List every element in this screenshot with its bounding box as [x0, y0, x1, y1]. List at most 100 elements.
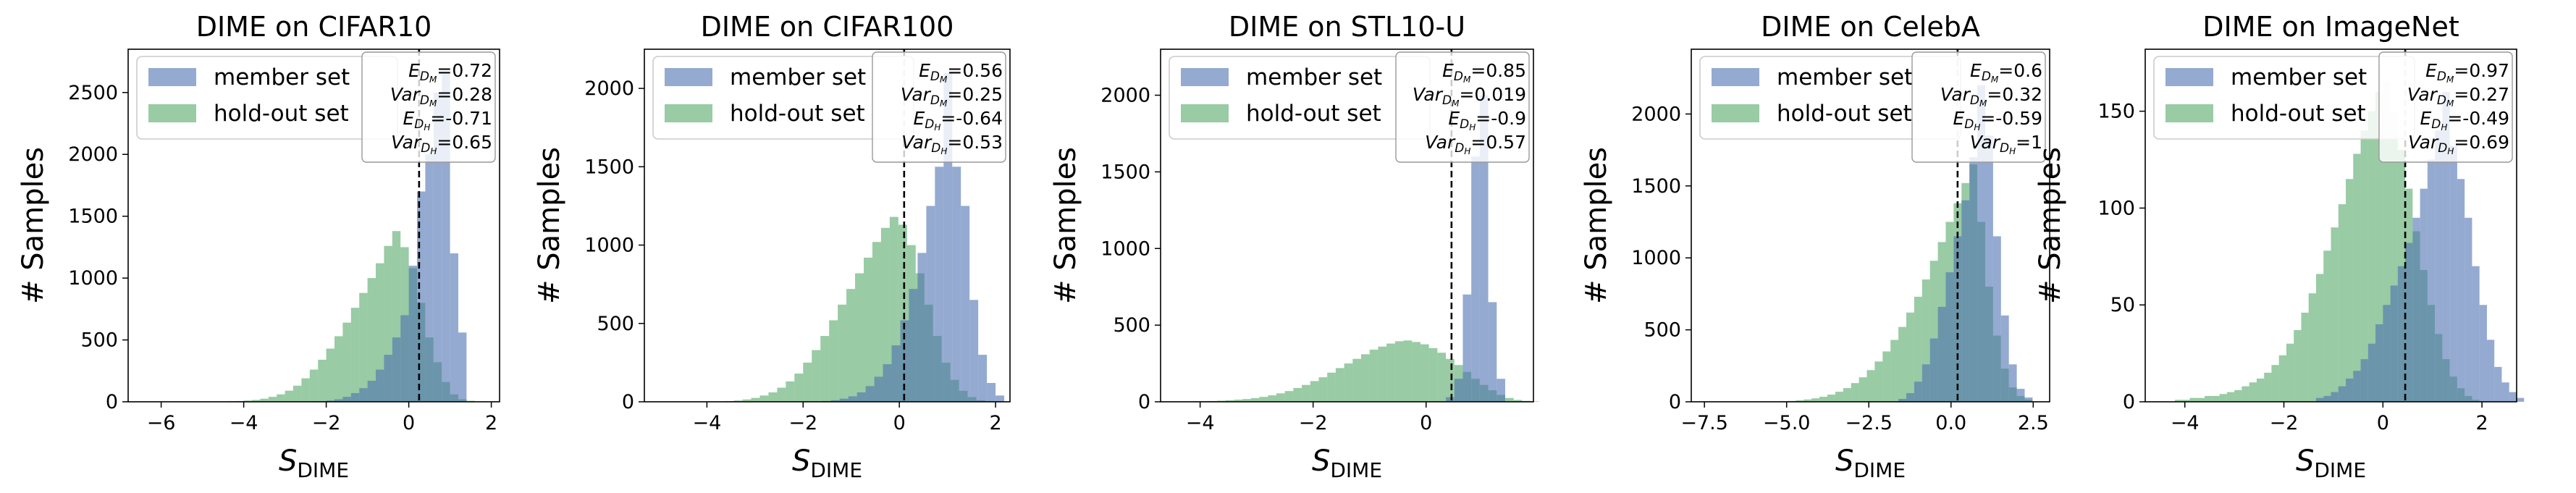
x-tick-label: 0 [1420, 412, 1432, 434]
chart-panel-5: −4 −2 0 2 0 50 100 150 DIME on ImageNet SDIME # Sa… [2034, 11, 2525, 482]
holdout-bar [1412, 342, 1420, 402]
member-bar [2405, 243, 2413, 402]
member-bar [2008, 364, 2017, 402]
member-bar [392, 337, 401, 402]
member-bar [376, 369, 384, 402]
holdout-bar [1378, 346, 1387, 402]
holdout-bar [1318, 377, 1328, 402]
stats-line: EDM=0.72 [408, 60, 492, 85]
legend-label: hold-out set [214, 101, 349, 127]
y-tick-label: 50 [2110, 294, 2135, 316]
holdout-bar [1803, 399, 1812, 402]
member-bar [2383, 305, 2391, 402]
member-bar [2517, 397, 2525, 402]
y-tick-label: 500 [597, 313, 634, 335]
member-bar [408, 266, 417, 402]
holdout-bar [768, 392, 778, 402]
holdout-bar [1293, 387, 1302, 402]
member-bar [917, 253, 927, 402]
member-bar [1898, 399, 1906, 402]
holdout-bar [2390, 111, 2398, 402]
stats-frame [361, 51, 496, 163]
holdout-bar [898, 224, 907, 402]
stats-line: EDM=0.85 [1442, 60, 1526, 85]
member-bar [2486, 340, 2495, 402]
y-tick-label: 500 [80, 329, 118, 352]
holdout-bar [751, 397, 760, 402]
holdout-bar [367, 278, 376, 402]
member-bar [1454, 379, 1463, 402]
y-tick-label: 1000 [584, 235, 634, 257]
axes-frame [1160, 49, 1534, 403]
y-tick-label: 0 [106, 391, 118, 413]
member-series [1446, 95, 1505, 402]
chart-panel-2: −4 −2 0 2 0 500 1000 1500 2000 DIME on CIFAR100 SD… [533, 11, 1011, 482]
member-bar [2367, 343, 2376, 402]
holdout-bar [1504, 397, 1514, 402]
holdout-bar [285, 390, 293, 402]
x-axis-label: SDIME [279, 444, 349, 482]
holdout-bar [1811, 398, 1820, 402]
holdout-bar [1403, 340, 1413, 402]
holdout-bar [376, 263, 384, 402]
legend-label: hold-out set [730, 101, 865, 127]
y-axis-label: # Samples [17, 147, 50, 304]
member-bar [442, 74, 450, 403]
stats-frame [1911, 51, 2046, 163]
member-bar [1961, 200, 1970, 402]
member-bar [1488, 302, 1497, 402]
holdout-bar [1446, 358, 1455, 402]
holdout-bar [2301, 312, 2309, 402]
holdout-bar [1428, 347, 1438, 402]
x-axis-label: SDIME [1835, 444, 1906, 482]
holdout-bar [2226, 392, 2235, 402]
holdout-bar [1361, 354, 1370, 402]
member-bar [450, 253, 458, 402]
holdout-bar [342, 322, 351, 402]
holdout-bar [1284, 391, 1294, 402]
chart-panel-4: −7.5 −5.0 −2.5 0.0 2.5 0 500 1000 1500 2000 DIME o… [1580, 11, 2050, 482]
y-tick-label: 1500 [1631, 175, 1681, 198]
holdout-bar [2205, 395, 2213, 402]
member-bar [2479, 305, 2487, 402]
stats-line: VarDM=0.32 [1940, 84, 2042, 109]
member-bar [2390, 285, 2398, 402]
holdout-bar [1796, 400, 1804, 402]
member-bar [1497, 379, 1505, 402]
member-bar [2353, 371, 2361, 402]
member-bar [2016, 389, 2025, 402]
member-bar [2501, 382, 2509, 402]
stats-line: VarDH=0.53 [901, 132, 1003, 156]
x-tick-label: 0.0 [1935, 412, 1966, 434]
stats-frame [2378, 51, 2513, 163]
y-tick-label: 1000 [1631, 247, 1681, 269]
member-bar [1992, 236, 2001, 402]
holdout-bar [742, 399, 752, 402]
y-axis-label: # Samples [2034, 147, 2067, 304]
holdout-bar [1369, 350, 1379, 402]
holdout-bar [1352, 358, 1361, 402]
legend-label: member set [730, 64, 866, 90]
member-bar [1977, 85, 1985, 402]
chart-panel-1: −6 −4 −2 0 2 0 500 1000 1500 2000 2500 DIME on CIFA… [17, 11, 500, 482]
member-bar [909, 289, 918, 402]
member-bar [2338, 386, 2346, 402]
member-bar [2000, 315, 2009, 402]
legend-swatch [1712, 68, 1759, 86]
member-series [318, 74, 467, 403]
x-tick-label: 2 [989, 412, 1001, 434]
holdout-bar [2197, 397, 2205, 402]
holdout-bar [1866, 370, 1875, 402]
y-tick-label: 0 [1138, 391, 1150, 413]
member-bar [1937, 306, 1946, 402]
holdout-bar [1386, 343, 1395, 402]
member-bar [926, 206, 935, 402]
member-bar [2331, 392, 2339, 402]
stats-frame [1395, 51, 1530, 163]
legend-swatch [148, 104, 196, 122]
stats-line: VarDM=0.28 [390, 84, 492, 109]
member-bar [2442, 91, 2450, 403]
